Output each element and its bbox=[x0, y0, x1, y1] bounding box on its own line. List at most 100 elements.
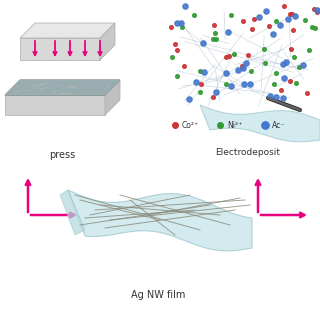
Point bbox=[179, 20, 184, 26]
Point bbox=[235, 68, 240, 73]
Point bbox=[211, 36, 216, 41]
Point bbox=[181, 63, 187, 68]
Polygon shape bbox=[20, 23, 115, 38]
Point bbox=[223, 81, 228, 86]
Polygon shape bbox=[200, 105, 320, 142]
Point bbox=[277, 23, 283, 28]
Point bbox=[170, 54, 175, 59]
Point bbox=[288, 47, 293, 52]
Point bbox=[272, 81, 277, 86]
Point bbox=[212, 23, 217, 28]
Point bbox=[242, 81, 247, 86]
Text: Ni²⁺: Ni²⁺ bbox=[227, 121, 242, 130]
Polygon shape bbox=[20, 38, 100, 60]
Point bbox=[229, 84, 234, 89]
Point bbox=[270, 31, 275, 36]
Point bbox=[212, 31, 218, 36]
Point bbox=[183, 3, 188, 8]
Point bbox=[281, 96, 286, 101]
Point bbox=[251, 16, 256, 21]
Point bbox=[179, 25, 184, 30]
Point bbox=[274, 18, 279, 23]
Point bbox=[273, 71, 278, 76]
Polygon shape bbox=[100, 23, 115, 60]
Point bbox=[262, 123, 268, 128]
Point bbox=[262, 61, 268, 66]
Polygon shape bbox=[5, 80, 120, 95]
Point bbox=[300, 62, 306, 68]
Point bbox=[281, 76, 286, 81]
Point bbox=[305, 91, 310, 96]
Point bbox=[245, 52, 250, 57]
Point bbox=[175, 73, 180, 78]
Point bbox=[247, 81, 252, 86]
Point bbox=[281, 3, 286, 8]
Point bbox=[292, 14, 297, 19]
Point bbox=[267, 23, 272, 28]
Point bbox=[297, 64, 302, 69]
Point bbox=[218, 123, 223, 128]
Point bbox=[293, 81, 299, 86]
Point bbox=[315, 7, 320, 12]
Point bbox=[168, 25, 173, 30]
Text: Ac⁻: Ac⁻ bbox=[272, 121, 285, 130]
Text: press: press bbox=[49, 150, 75, 160]
Point bbox=[240, 64, 245, 69]
Point bbox=[278, 88, 283, 93]
Point bbox=[257, 15, 262, 20]
Point bbox=[172, 42, 177, 47]
Polygon shape bbox=[68, 190, 252, 251]
Point bbox=[240, 65, 245, 70]
Point bbox=[223, 55, 228, 60]
Point bbox=[309, 25, 314, 30]
Point bbox=[286, 17, 291, 22]
Point bbox=[250, 27, 255, 32]
Point bbox=[226, 54, 231, 59]
Polygon shape bbox=[5, 80, 120, 95]
Polygon shape bbox=[5, 95, 105, 115]
Point bbox=[262, 47, 267, 52]
Polygon shape bbox=[5, 80, 120, 95]
Point bbox=[280, 61, 285, 66]
Point bbox=[290, 28, 295, 33]
Point bbox=[303, 17, 308, 22]
Point bbox=[292, 54, 297, 60]
Point bbox=[214, 36, 219, 41]
Point bbox=[231, 52, 236, 57]
Point bbox=[307, 47, 312, 52]
Point bbox=[312, 26, 317, 31]
Point bbox=[288, 78, 293, 84]
Point bbox=[314, 10, 319, 15]
Point bbox=[193, 79, 198, 84]
Point bbox=[284, 60, 289, 65]
Point bbox=[213, 90, 218, 95]
Point bbox=[228, 12, 233, 18]
Point bbox=[198, 68, 203, 73]
Point bbox=[186, 96, 191, 101]
Point bbox=[287, 12, 292, 17]
Point bbox=[174, 20, 179, 25]
Point bbox=[197, 90, 203, 95]
Point bbox=[172, 123, 178, 128]
Point bbox=[191, 12, 196, 17]
Point bbox=[273, 94, 278, 99]
Point bbox=[290, 12, 295, 17]
Text: Co²⁺: Co²⁺ bbox=[182, 121, 199, 130]
Point bbox=[241, 18, 246, 23]
Text: Ag NW film: Ag NW film bbox=[131, 290, 185, 300]
Point bbox=[264, 8, 269, 13]
Polygon shape bbox=[105, 80, 120, 115]
Point bbox=[312, 6, 317, 12]
Point bbox=[243, 60, 248, 66]
Point bbox=[249, 68, 254, 74]
Point bbox=[202, 70, 207, 75]
Point bbox=[268, 93, 273, 98]
Point bbox=[201, 41, 206, 46]
Point bbox=[211, 94, 216, 100]
Point bbox=[226, 29, 231, 35]
Point bbox=[224, 70, 229, 75]
Polygon shape bbox=[60, 190, 85, 235]
Point bbox=[174, 48, 180, 53]
Text: Electrodeposit: Electrodeposit bbox=[215, 148, 281, 157]
Point bbox=[199, 82, 204, 87]
